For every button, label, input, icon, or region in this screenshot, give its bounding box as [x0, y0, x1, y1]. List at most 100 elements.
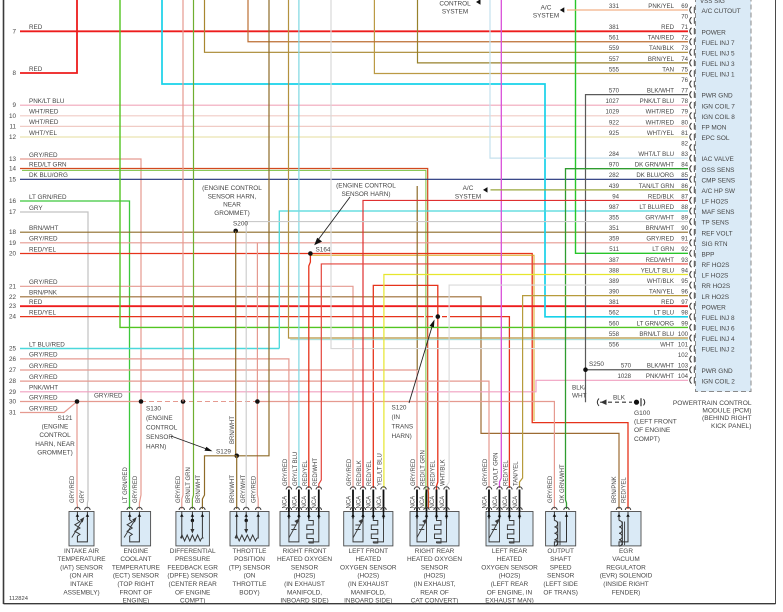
- svg-text:POWER: POWER: [702, 29, 727, 36]
- svg-text:FUEL INJ 6: FUEL INJ 6: [702, 326, 735, 333]
- svg-text:15: 15: [9, 176, 17, 183]
- svg-text:BRN/PNK: BRN/PNK: [29, 290, 58, 297]
- svg-text:LT BLU/RED: LT BLU/RED: [29, 341, 65, 348]
- svg-text:GRY/WHT: GRY/WHT: [645, 215, 674, 222]
- svg-text:FUEL INJ 7: FUEL INJ 7: [702, 40, 735, 47]
- svg-text:ENGINE: ENGINE: [124, 548, 149, 555]
- svg-text:CAT CONVERT): CAT CONVERT): [411, 598, 459, 605]
- svg-text:INBOARD SIDE): INBOARD SIDE): [280, 598, 328, 605]
- svg-text:RED/LT GRN: RED/LT GRN: [29, 161, 67, 168]
- svg-text:GRY: GRY: [29, 205, 43, 212]
- svg-text:WHT/RED: WHT/RED: [646, 109, 675, 116]
- svg-text:FENDER): FENDER): [612, 589, 641, 596]
- svg-text:LT BLU: LT BLU: [654, 310, 674, 317]
- svg-text:DIFFERENTIAL: DIFFERENTIAL: [170, 548, 216, 555]
- svg-text:BRN/LT GRN: BRN/LT GRN: [186, 467, 192, 503]
- svg-text:SENSOR: SENSOR: [146, 434, 173, 441]
- svg-text:23: 23: [9, 303, 17, 310]
- svg-text:19: 19: [9, 240, 17, 247]
- svg-text:LEFT FRONT: LEFT FRONT: [349, 548, 389, 555]
- svg-text:970: 970: [609, 162, 620, 169]
- svg-text:A/C: A/C: [463, 185, 474, 192]
- svg-text:GRY/RED: GRY/RED: [283, 458, 289, 486]
- svg-text:12: 12: [9, 134, 17, 141]
- svg-text:RED/YEL: RED/YEL: [303, 460, 309, 486]
- svg-text:POWER: POWER: [702, 304, 727, 311]
- svg-text:GROMMET): GROMMET): [37, 449, 73, 456]
- svg-text:MAF SENS: MAF SENS: [702, 209, 735, 216]
- svg-text:BRN/WHT: BRN/WHT: [230, 475, 236, 503]
- svg-text:TEMPERATURE: TEMPERATURE: [57, 556, 106, 563]
- svg-text:REGULATOR: REGULATOR: [606, 564, 646, 571]
- svg-text:(CENTER REAR: (CENTER REAR: [169, 581, 218, 588]
- svg-text:BLK/: BLK/: [572, 385, 586, 392]
- svg-text:BRN/PNK: BRN/PNK: [612, 476, 618, 503]
- svg-text:WHT/RED: WHT/RED: [29, 109, 59, 116]
- svg-text:NCA: NCA: [282, 496, 288, 509]
- svg-text:27: 27: [9, 367, 17, 374]
- svg-text:81: 81: [681, 130, 688, 137]
- svg-text:SENSOR: SENSOR: [547, 573, 575, 580]
- svg-text:RED/YEL: RED/YEL: [622, 477, 628, 503]
- svg-text:GRY/RED: GRY/RED: [347, 458, 353, 486]
- svg-text:MODULE (PCM): MODULE (PCM): [702, 408, 751, 415]
- svg-text:HEATED: HEATED: [497, 556, 523, 563]
- svg-text:CONTROL: CONTROL: [439, 1, 471, 8]
- svg-text:BRN/YEL: BRN/YEL: [648, 56, 675, 63]
- svg-text:13: 13: [9, 156, 17, 163]
- svg-text:IAC VALVE: IAC VALVE: [702, 156, 735, 163]
- svg-text:LT GRN/ORG: LT GRN/ORG: [637, 320, 675, 327]
- svg-text:77: 77: [681, 88, 688, 95]
- svg-text:29: 29: [9, 389, 17, 396]
- svg-text:GRY/RED: GRY/RED: [29, 363, 58, 370]
- svg-text:SENSOR HARN): SENSOR HARN): [341, 191, 390, 198]
- svg-text:REF VOLT: REF VOLT: [702, 230, 733, 237]
- svg-text:557: 557: [609, 56, 620, 63]
- svg-text:SYSTEM: SYSTEM: [455, 193, 481, 200]
- svg-text:RED/YEL: RED/YEL: [503, 460, 509, 486]
- svg-text:PWR GND: PWR GND: [702, 368, 733, 375]
- svg-text:78: 78: [681, 98, 688, 105]
- svg-text:90: 90: [681, 225, 688, 232]
- svg-text:VIO/LT GRN: VIO/LT GRN: [493, 453, 499, 486]
- svg-text:GRY: GRY: [80, 490, 86, 503]
- svg-text:WHT/YEL: WHT/YEL: [647, 130, 675, 137]
- svg-text:NCA: NCA: [503, 496, 509, 509]
- svg-text:CONTROL: CONTROL: [39, 432, 71, 439]
- svg-text:24: 24: [9, 314, 17, 321]
- svg-text:YEL/LT BLU: YEL/LT BLU: [641, 267, 674, 274]
- svg-text:S250: S250: [589, 361, 604, 368]
- svg-text:WHT: WHT: [660, 341, 674, 348]
- svg-text:WHT/RED: WHT/RED: [646, 119, 675, 126]
- svg-text:(INSIDE RIGHT: (INSIDE RIGHT: [603, 581, 648, 588]
- svg-text:BRN/WHT: BRN/WHT: [646, 225, 675, 232]
- svg-text:RED/BLK: RED/BLK: [648, 193, 674, 200]
- svg-text:LEFT REAR: LEFT REAR: [492, 548, 528, 555]
- svg-text:G100: G100: [634, 410, 650, 417]
- svg-text:331: 331: [609, 3, 620, 10]
- svg-text:14: 14: [9, 166, 17, 173]
- svg-text:GRY/RED: GRY/RED: [483, 458, 489, 486]
- svg-text:439: 439: [609, 183, 620, 190]
- svg-text:NCA: NCA: [377, 496, 383, 509]
- svg-text:PNK/WHT: PNK/WHT: [29, 385, 58, 392]
- svg-text:BRN/LT BLU: BRN/LT BLU: [639, 331, 674, 338]
- svg-text:ASSEMBLY): ASSEMBLY): [63, 589, 99, 596]
- svg-text:73: 73: [681, 45, 688, 52]
- svg-text:96: 96: [681, 289, 688, 296]
- svg-text:POSITION: POSITION: [234, 556, 265, 563]
- svg-text:LT GRN/RED: LT GRN/RED: [29, 194, 67, 201]
- svg-text:IGN COIL 7: IGN COIL 7: [702, 103, 736, 110]
- svg-text:93: 93: [681, 257, 688, 264]
- svg-text:NCA: NCA: [356, 496, 362, 509]
- svg-text:(IN: (IN: [392, 414, 401, 421]
- svg-text:104: 104: [678, 373, 689, 380]
- svg-text:555: 555: [609, 66, 620, 73]
- svg-text:PNK/LT BLU: PNK/LT BLU: [29, 98, 65, 105]
- svg-text:9: 9: [12, 102, 16, 109]
- svg-text:BODY): BODY): [239, 589, 259, 596]
- svg-text:(EVR) SOLENOID: (EVR) SOLENOID: [600, 573, 653, 580]
- svg-text:562: 562: [609, 310, 620, 317]
- svg-text:GRY/RED: GRY/RED: [29, 374, 58, 381]
- svg-text:31: 31: [9, 410, 17, 417]
